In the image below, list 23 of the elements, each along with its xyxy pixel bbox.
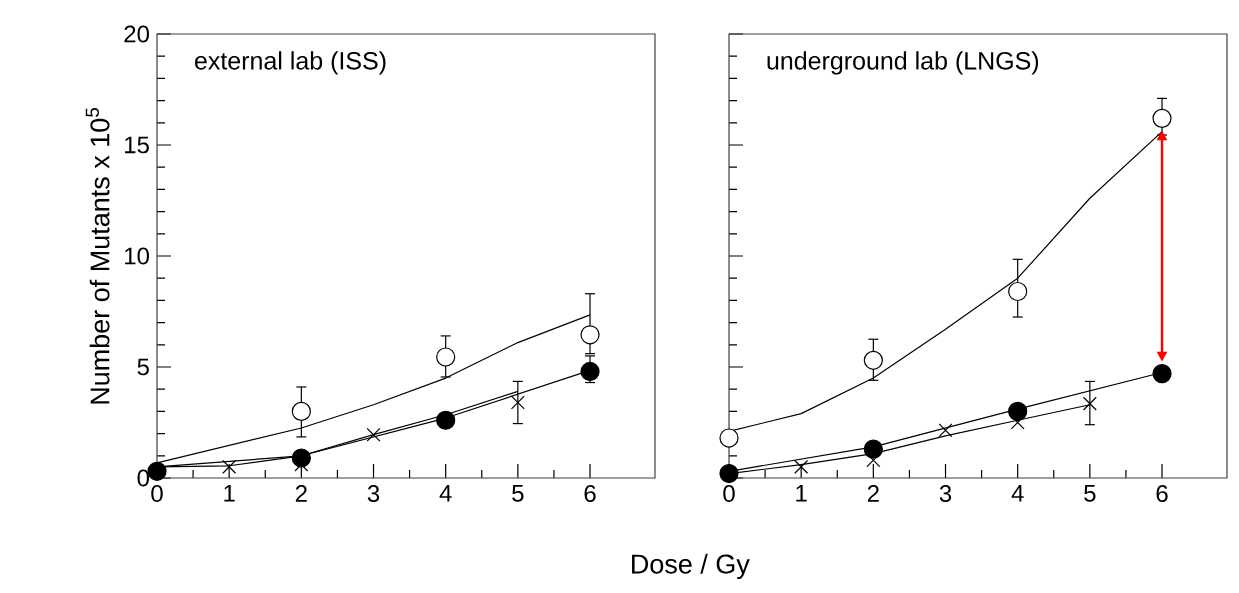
y-tick-label: 15 [125, 136, 149, 154]
x-tick-label: 3 [367, 485, 380, 503]
x-tick-label: 1 [224, 485, 235, 502]
y-tick-label: 10 [125, 247, 150, 265]
x-tick-label: 5 [512, 485, 524, 502]
y-tick-label: 5 [137, 358, 149, 376]
x-tick-label: 0 [151, 485, 163, 503]
x-tick-label: 2 [295, 485, 307, 502]
x-axis-title: Dose / Gy [632, 553, 750, 580]
y-axis-title: Number of Mutants x 10$^{5}$ [85, 107, 110, 404]
x-tick-label: 3 [939, 485, 952, 503]
x-tick-label: 1 [796, 485, 807, 502]
x-tick-label: 6 [1156, 485, 1168, 503]
x-tick-label: 6 [584, 485, 596, 503]
x-tick-label: 2 [867, 485, 879, 502]
x-tick-label: 0 [723, 485, 735, 503]
x-tick-label: 5 [1084, 485, 1096, 502]
y-tick-label: 0 [137, 469, 150, 487]
text: external lab (ISS) [195, 51, 386, 75]
text: underground lab (LNGS) [767, 51, 1039, 75]
x-tick-label: 4 [1011, 485, 1024, 502]
x-tick-label: 4 [439, 485, 452, 502]
y-tick-label: 20 [124, 25, 150, 43]
